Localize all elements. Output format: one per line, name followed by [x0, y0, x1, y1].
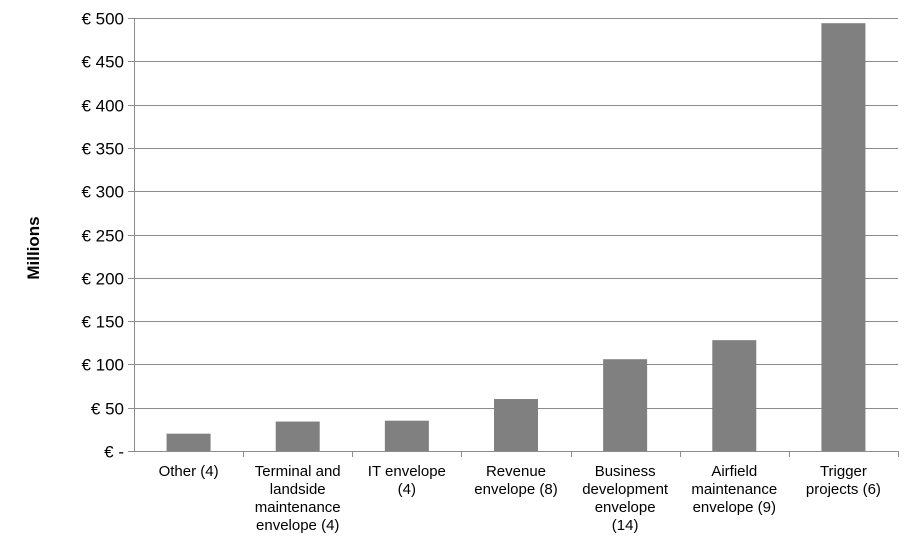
x-tick-label: Trigger projects (6): [806, 463, 881, 498]
y-tick-label: € -: [104, 443, 124, 462]
x-axis-tick-labels: Other (4) Terminal and landside maintenance…: [159, 463, 881, 534]
y-tick-label: € 300: [81, 183, 124, 202]
y-tick-label: € 350: [81, 140, 124, 159]
y-axis-tick-labels: € - € 50 € 100 € 150 € 200 € 250 € 300 € 350 € 4…: [81, 10, 124, 462]
bar: [821, 23, 866, 452]
y-tick-label: € 500: [81, 10, 124, 29]
y-axis-label: Millions: [24, 216, 43, 279]
bars: [166, 23, 866, 452]
y-tick-label: € 200: [81, 270, 124, 289]
x-tick-label: Business development envelope (14): [582, 463, 669, 534]
bar: [494, 399, 538, 451]
y-tick-label: € 50: [91, 400, 124, 419]
y-tick-label: € 100: [81, 356, 124, 375]
y-tick-label: € 150: [81, 313, 124, 332]
bar: [166, 433, 211, 451]
y-tick-label: € 400: [81, 97, 124, 116]
x-tick-label: Airfield maintenance envelope (9): [691, 463, 777, 516]
x-tick-label: Other (4): [159, 463, 219, 480]
bar: [384, 420, 429, 451]
gridlines: [128, 18, 899, 457]
bar: [275, 421, 320, 451]
bar: [603, 359, 648, 451]
y-tick-label: € 450: [81, 53, 124, 72]
x-tick-label: Terminal and landside maintenance envelope …: [255, 463, 341, 534]
axes: [128, 18, 898, 452]
bar: [712, 340, 757, 451]
x-tick-label: Revenue envelope (8): [474, 463, 557, 498]
x-tick-label: IT envelope (4): [368, 463, 446, 498]
y-tick-label: € 250: [81, 227, 124, 246]
